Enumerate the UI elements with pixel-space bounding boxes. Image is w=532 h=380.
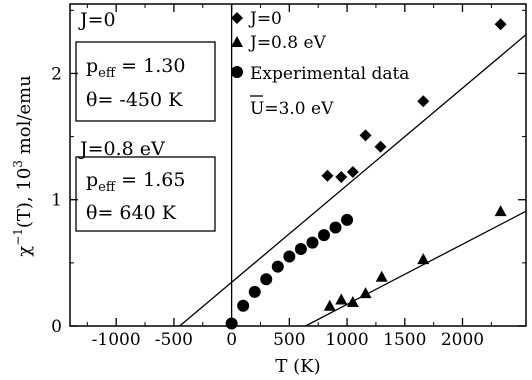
j0-peff-text: peff = 1.30 (86, 55, 185, 81)
legend-label-experimental: Experimental data (250, 64, 409, 84)
y-tick-label: 1 (51, 191, 62, 211)
point-circle-4 (260, 273, 273, 286)
j08-parameter-box (75, 156, 216, 232)
point-triangle-5 (375, 270, 388, 282)
point-triangle-7 (494, 205, 507, 217)
point-circle-11 (341, 213, 354, 226)
point-diamond-5 (374, 140, 387, 153)
point-diamond-7 (494, 18, 507, 31)
x-tick-label: 500 (273, 330, 305, 350)
point-diamond-6 (417, 95, 430, 108)
point-triangle-1 (323, 299, 336, 311)
j0-theta-text: θ= -450 K (86, 89, 183, 111)
legend-label-j08: J=0.8 eV (248, 33, 327, 53)
point-circle-10 (329, 221, 342, 234)
u-parameter-label: U=3.0 eV (250, 99, 334, 119)
y-tick-label: 2 (51, 64, 62, 84)
point-circle-7 (294, 242, 307, 255)
point-diamond-3 (346, 165, 359, 178)
x-tick-label: 0 (226, 330, 237, 350)
x-tick-label: 1500 (383, 330, 426, 350)
y-tick-label: 0 (51, 317, 62, 337)
x-axis-title: T (K) (275, 356, 320, 377)
point-triangle-2 (335, 293, 348, 305)
legend: J=0 J=0.8 eV Experimental data U=3.0 eV (231, 9, 409, 119)
axis-ticks: -1000 -500 0 500 1000 1500 2000 0 1 2 (51, 4, 526, 350)
point-triangle-4 (359, 287, 372, 299)
point-diamond-1 (321, 169, 334, 182)
point-circle-3 (248, 285, 261, 298)
x-tick-label: 2000 (441, 330, 484, 350)
legend-circle-marker (231, 66, 243, 78)
point-circle-5 (271, 260, 284, 273)
j08-peff-text: peff = 1.65 (86, 169, 185, 195)
y-axis-title: χ−1(T), 103 mol/emu (11, 75, 35, 256)
fit-lines (179, 34, 527, 327)
point-circle-6 (283, 250, 296, 263)
legend-label-j0: J=0 (248, 9, 282, 29)
fit-line-1 (179, 34, 527, 327)
x-tick-label: -500 (155, 330, 193, 350)
legend-triangle-marker (231, 36, 243, 47)
j0-box-title: J=0 (78, 9, 116, 31)
legend-diamond-marker (231, 12, 243, 24)
plot-frame (69, 3, 527, 327)
x-tick-label: 1000 (325, 330, 368, 350)
point-circle-8 (306, 236, 319, 249)
point-triangle-6 (417, 253, 430, 265)
fit-line-2 (305, 210, 527, 327)
point-triangle-3 (346, 296, 359, 308)
point-circle-9 (317, 229, 330, 242)
point-circle-2 (237, 299, 250, 312)
j0-parameter-box (75, 41, 216, 122)
point-diamond-4 (359, 129, 372, 142)
j08-box-title: J=0.8 eV (78, 138, 165, 160)
x-tick-label: -1000 (92, 330, 141, 350)
point-diamond-2 (335, 170, 348, 183)
j08-theta-text: θ= 640 K (86, 202, 177, 224)
